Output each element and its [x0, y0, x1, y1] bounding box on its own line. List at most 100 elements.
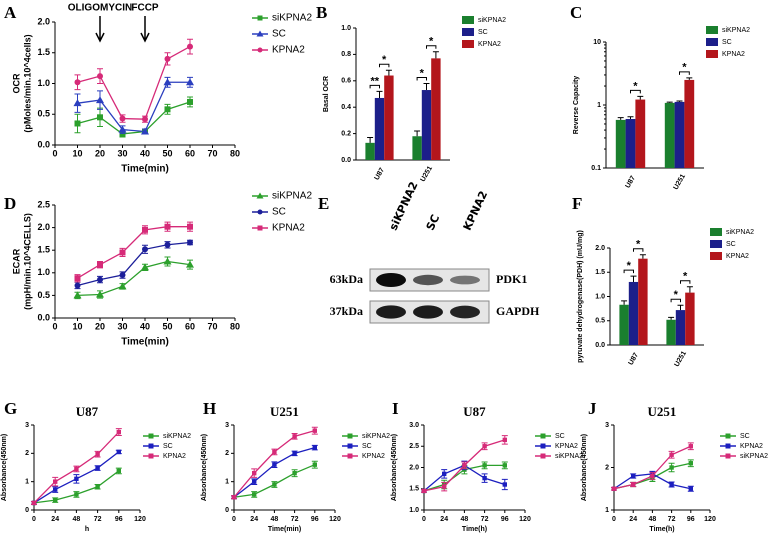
- legend-label: siKPNA2: [272, 13, 312, 24]
- chart-title: U251: [270, 404, 299, 419]
- marker: [252, 470, 257, 476]
- marker: [631, 482, 636, 487]
- y-tick-label: 0.2: [341, 130, 351, 137]
- marker: [96, 96, 104, 104]
- y-tick-label: 1: [225, 479, 229, 486]
- marker: [148, 433, 154, 439]
- x-tick-label: 40: [140, 321, 150, 331]
- sig-bracket: [630, 89, 641, 94]
- x-tick-label: 72: [291, 516, 299, 523]
- x-tick-label: 40: [140, 148, 150, 158]
- y-tick-label: 2.5: [37, 199, 50, 209]
- marker: [186, 260, 194, 268]
- band-size: 63kDa: [330, 272, 363, 286]
- x-axis-label: Time(h): [649, 526, 674, 533]
- lane-label: siKPNA2: [387, 180, 421, 233]
- x-tick-label: 80: [230, 148, 240, 158]
- x-tick-label: U251: [673, 173, 687, 191]
- marker: [164, 223, 171, 230]
- x-tick-label: 0: [52, 148, 57, 158]
- legend-swatch: [710, 252, 722, 260]
- marker: [116, 449, 121, 455]
- band: [413, 305, 443, 319]
- band: [376, 305, 406, 319]
- marker: [669, 482, 674, 487]
- y-tick-label: 1.5: [37, 245, 50, 255]
- marker: [347, 443, 353, 449]
- legend-label: siKPNA2: [726, 229, 754, 236]
- y-axis-label: pyruvate dehydrogenase(PDH) (mU/mg): [577, 230, 584, 363]
- sig-bracket: [670, 298, 681, 303]
- sig-bracket: [369, 84, 380, 89]
- marker: [73, 291, 82, 299]
- y-tick-label: 2.0: [595, 245, 605, 252]
- marker: [74, 79, 81, 86]
- axis: [613, 425, 710, 511]
- chart-title: U251: [648, 404, 677, 419]
- panel-letter: I: [392, 399, 399, 418]
- y-tick-label: 2: [225, 450, 229, 457]
- y-tick-label: 1: [605, 507, 609, 514]
- marker: [116, 429, 121, 435]
- marker: [95, 465, 100, 471]
- x-tick-label: 50: [162, 321, 172, 331]
- sig-label: *: [682, 62, 687, 74]
- legend-label: siKPNA2: [722, 27, 750, 34]
- error-bar: [676, 100, 683, 102]
- bar: [615, 119, 626, 168]
- y-tick-label: 2: [25, 450, 29, 457]
- sig-bracket: [680, 280, 691, 284]
- bar: [685, 292, 695, 345]
- axis: [233, 425, 335, 511]
- marker: [252, 479, 257, 484]
- marker: [95, 451, 100, 457]
- sig-bracket: [633, 248, 644, 252]
- y-tick-label: 0: [25, 507, 29, 514]
- marker: [482, 463, 487, 468]
- y-tick-label: 0.8: [341, 51, 351, 58]
- x-tick-label: 72: [481, 516, 489, 523]
- y-axis-label: Basal OCR: [323, 76, 330, 112]
- x-tick-label: 0: [52, 321, 57, 331]
- axis: [33, 425, 140, 511]
- marker: [611, 486, 617, 491]
- error-bar: [627, 116, 634, 119]
- panel-letter: D: [4, 194, 16, 213]
- series-line: [77, 260, 191, 297]
- legend-label: siKPNA2: [362, 433, 390, 440]
- series-line: [77, 46, 191, 120]
- panel-letter: E: [318, 194, 329, 213]
- y-axis-label: (mpH/min.10^4CELLS): [22, 213, 32, 310]
- marker: [187, 98, 193, 105]
- x-axis-label: Time(h): [462, 526, 487, 533]
- y-axis-label: Absorbance(450nm): [201, 434, 208, 501]
- x-tick-label: 24: [51, 516, 59, 523]
- marker: [688, 444, 693, 449]
- y-tick-label: 10: [593, 39, 601, 46]
- bar: [412, 136, 422, 160]
- marker: [669, 452, 674, 457]
- legend-swatch: [462, 16, 474, 24]
- sig-label: *: [420, 67, 425, 79]
- y-tick-label: 0: [225, 507, 229, 514]
- legend-label: siKPNA2: [555, 453, 583, 460]
- marker: [252, 492, 257, 497]
- error-bar: [432, 51, 439, 59]
- panel-letter: A: [4, 3, 17, 22]
- marker: [725, 453, 731, 459]
- x-tick-label: 20: [95, 148, 105, 158]
- x-tick-label: 48: [271, 516, 279, 523]
- bar: [684, 79, 695, 168]
- marker: [442, 471, 447, 477]
- band-name: GAPDH: [496, 304, 540, 318]
- legend-label: KPNA2: [272, 45, 305, 56]
- marker: [187, 239, 193, 246]
- y-tick-label: 0.5: [37, 109, 50, 119]
- band: [376, 273, 406, 287]
- marker: [231, 495, 237, 500]
- bar: [384, 75, 394, 160]
- y-tick-label: 2: [605, 464, 609, 471]
- bar: [365, 142, 375, 160]
- marker: [482, 444, 487, 449]
